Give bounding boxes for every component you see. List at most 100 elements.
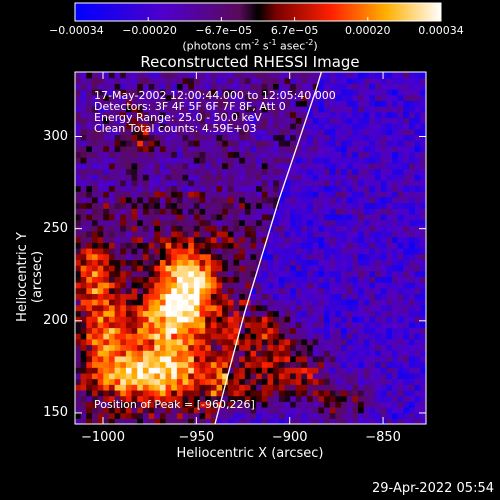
heatmap-cell	[239, 248, 246, 255]
heatmap-cell	[352, 179, 359, 187]
heatmap-cell	[363, 299, 370, 306]
heatmap-cell	[188, 100, 195, 107]
heatmap-cell	[290, 134, 297, 141]
heatmap-cell	[278, 316, 286, 323]
heatmap-cell	[329, 299, 337, 306]
heatmap-cell	[154, 208, 161, 215]
heatmap-cell	[193, 338, 201, 346]
heatmap-cell	[397, 287, 404, 295]
heatmap-cell	[233, 236, 240, 243]
heatmap-cell	[91, 106, 99, 113]
heatmap-cell	[369, 230, 376, 238]
heatmap-cell	[375, 270, 382, 277]
heatmap-cell	[239, 123, 246, 130]
heatmap-cell	[301, 304, 308, 312]
heatmap-cell	[97, 111, 104, 119]
heatmap-cell	[261, 157, 269, 164]
heatmap-cell	[193, 321, 201, 329]
heatmap-cell	[414, 225, 421, 232]
heatmap-cell	[363, 355, 370, 363]
heatmap-cell	[216, 134, 223, 141]
heatmap-cell	[171, 219, 178, 226]
heatmap-cell	[216, 100, 223, 107]
heatmap-cell	[324, 316, 331, 323]
heatmap-cell	[159, 202, 167, 209]
heatmap-cell	[307, 230, 314, 238]
heatmap-cell	[227, 213, 235, 221]
heatmap-cell	[108, 106, 116, 113]
heatmap-cell	[312, 287, 320, 295]
heatmap-cell	[165, 236, 172, 243]
heatmap-cell	[193, 140, 201, 147]
heatmap-cell	[312, 270, 320, 277]
heatmap-cell	[205, 344, 212, 351]
heatmap-cell	[222, 196, 229, 204]
heatmap-cell	[392, 89, 399, 96]
heatmap-cell	[403, 355, 410, 363]
heatmap-cell	[290, 89, 297, 96]
heatmap-cell	[244, 333, 252, 340]
heatmap-cell	[171, 140, 178, 147]
heatmap-cell	[244, 236, 252, 243]
heatmap-cell	[210, 293, 218, 300]
heatmap-cell	[380, 406, 387, 414]
heatmap-cell	[250, 140, 257, 147]
heatmap-cell	[131, 259, 138, 266]
heatmap-cell	[290, 310, 297, 317]
heatmap-cell	[273, 389, 280, 397]
heatmap-cell	[397, 162, 404, 170]
heatmap-cell	[363, 145, 370, 153]
heatmap-cell	[75, 287, 82, 295]
heatmap-cell	[205, 310, 212, 317]
heatmap-cell	[148, 361, 155, 368]
heatmap-cell	[346, 77, 353, 84]
heatmap-cell	[171, 174, 178, 181]
heatmap-cell	[103, 248, 110, 255]
heatmap-cell	[363, 151, 370, 158]
heatmap-cell	[131, 304, 138, 312]
heatmap-cell	[222, 174, 229, 181]
heatmap-cell	[386, 151, 393, 158]
heatmap-cell	[239, 89, 246, 96]
heatmap-cell	[108, 333, 116, 340]
heatmap-cell	[346, 321, 353, 329]
heatmap-cell	[148, 338, 155, 346]
heatmap-cell	[267, 372, 274, 380]
heatmap-cell	[176, 361, 184, 368]
heatmap-cell	[318, 270, 325, 277]
heatmap-cell	[103, 72, 110, 79]
heatmap-cell	[341, 338, 348, 346]
heatmap-cell	[403, 242, 410, 249]
heatmap-cell	[375, 406, 382, 414]
heatmap-cell	[176, 225, 184, 232]
heatmap-cell	[210, 389, 218, 397]
heatmap-cell	[125, 202, 133, 209]
heatmap-cell	[392, 191, 399, 198]
heatmap-cell	[397, 253, 404, 260]
heatmap-cell	[414, 151, 421, 158]
heatmap-cell	[222, 202, 229, 209]
heatmap-cell	[239, 270, 246, 277]
heatmap-cell	[193, 248, 201, 255]
heatmap-cell	[239, 174, 246, 181]
heatmap-cell	[250, 395, 257, 402]
heatmap-cell	[125, 111, 133, 119]
heatmap-cell	[103, 265, 110, 272]
heatmap-cell	[86, 89, 93, 96]
heatmap-cell	[210, 282, 218, 289]
heatmap-cell	[420, 202, 427, 209]
heatmap-cell	[120, 248, 127, 255]
heatmap-cell	[312, 259, 320, 266]
heatmap-cell	[193, 236, 201, 243]
heatmap-cell	[108, 219, 116, 226]
heatmap-cell	[397, 140, 404, 147]
heatmap-cell	[352, 162, 359, 170]
heatmap-cell	[171, 191, 178, 198]
heatmap-cell	[324, 128, 331, 136]
heatmap-cell	[414, 117, 421, 124]
heatmap-cell	[148, 145, 155, 153]
heatmap-cell	[131, 140, 138, 147]
heatmap-cell	[420, 236, 427, 243]
heatmap-cell	[193, 384, 201, 391]
heatmap-cell	[227, 321, 235, 329]
